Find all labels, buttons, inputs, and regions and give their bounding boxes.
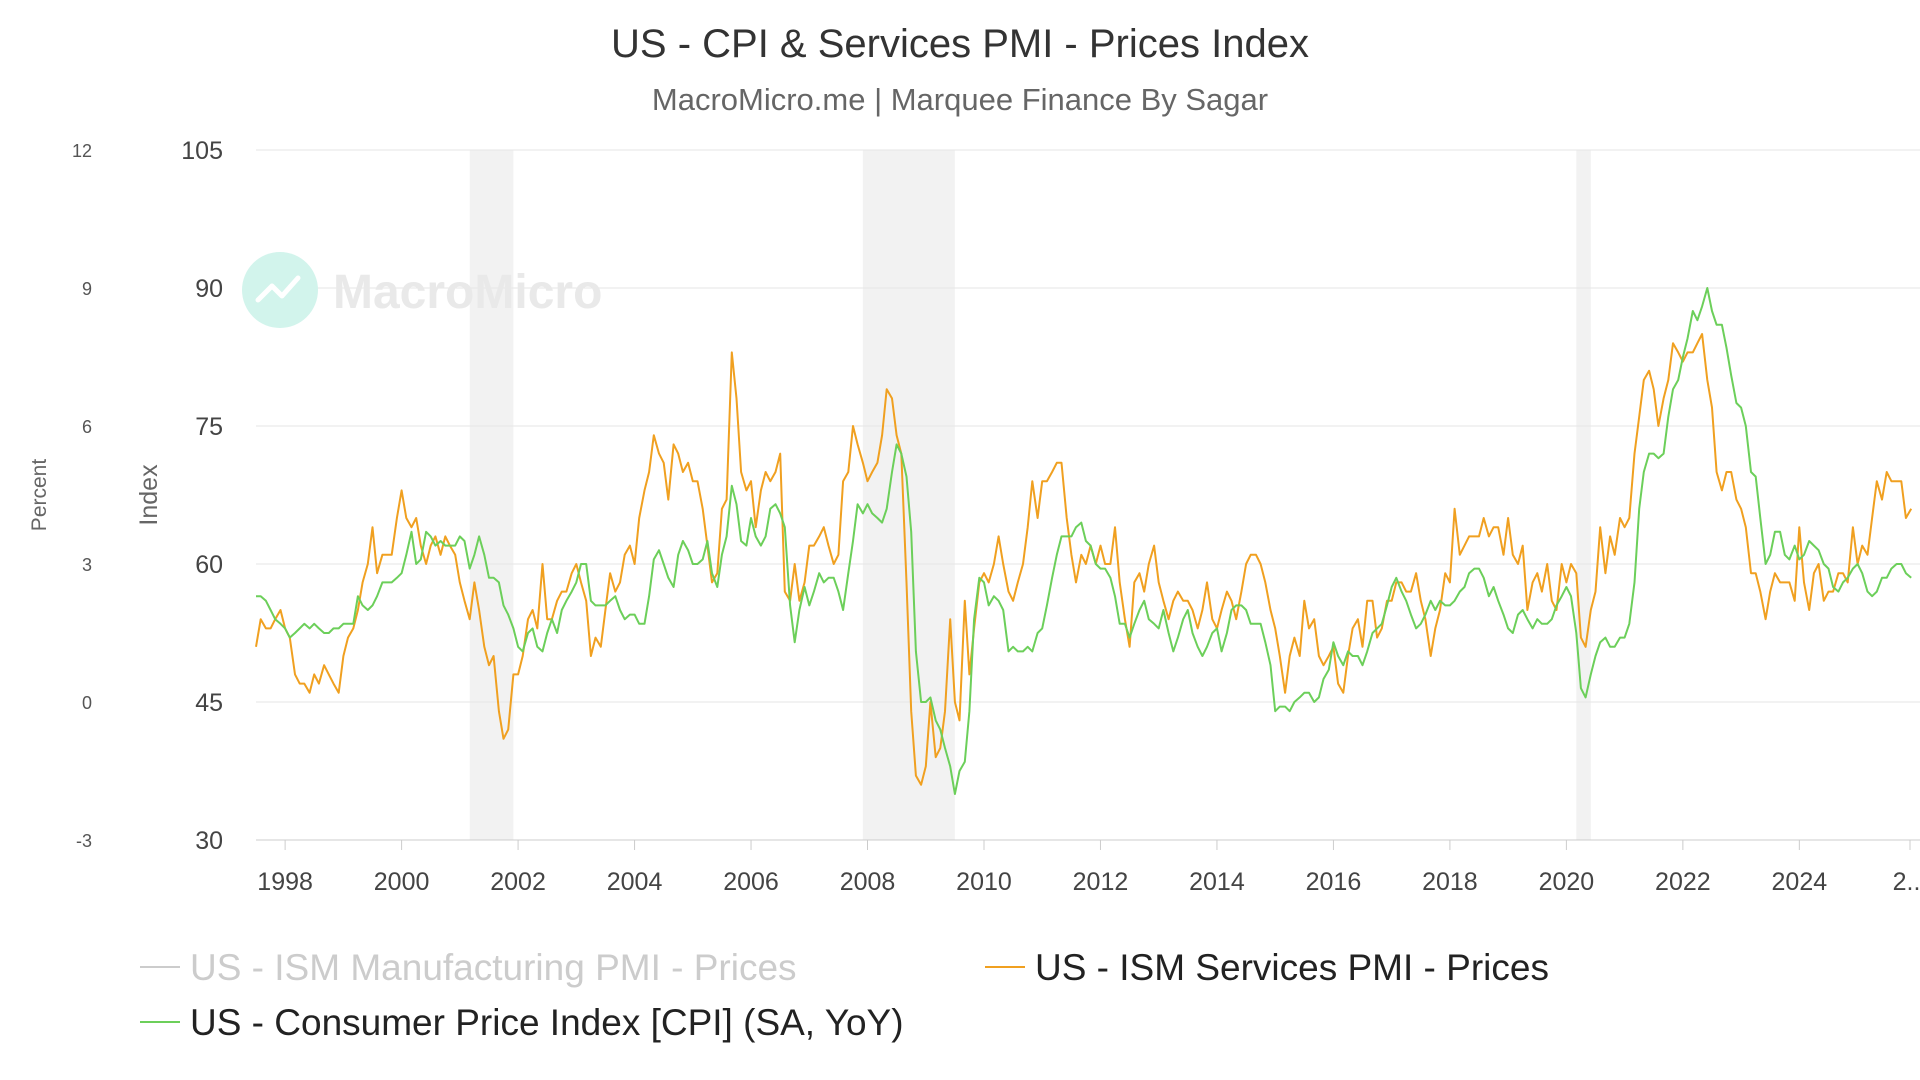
left-axis-title: Percent [28, 459, 51, 532]
left-axis-ticks: 12 9 6 3 0 -3 [72, 141, 92, 851]
watermark-logo-mark [255, 275, 301, 303]
recession-band-0 [469, 150, 514, 840]
watermark: MacroMicro [242, 252, 602, 328]
right-axis-ticks: 105 90 75 60 45 30 [181, 137, 223, 855]
right-axis-tick-label: 60 [195, 551, 223, 579]
x-axis-tick-label: 2020 [1539, 868, 1595, 896]
x-axis-tick-label: 2002 [490, 868, 546, 896]
services-prices-line [255, 333, 1913, 786]
legend-label-manufacturing: US - ISM Manufacturing PMI - Prices [190, 947, 797, 988]
recession-band-2 [1576, 150, 1591, 840]
left-axis-tick-label: 9 [82, 279, 92, 299]
x-axis-tick-label: 2012 [1073, 868, 1129, 896]
right-axis-tick-label: 105 [181, 137, 223, 165]
x-axis-tick-label: 2004 [607, 868, 663, 896]
left-axis-tick-label: 12 [72, 141, 92, 161]
x-axis-tick-label: 2... [1893, 868, 1920, 896]
x-axis-tick-label: 2022 [1655, 868, 1711, 896]
watermark-logo-icon [242, 252, 318, 328]
x-axis-tick-label: 1998 [257, 868, 313, 896]
right-axis-tick-label: 75 [195, 413, 223, 441]
chart-subtitle: MacroMicro.me | Marquee Finance By Sagar [652, 82, 1268, 117]
right-axis-tick-label: 90 [195, 275, 223, 303]
right-axis-tick-label: 30 [195, 827, 223, 855]
legend-label-services: US - ISM Services PMI - Prices [1035, 947, 1549, 988]
legend-item-manufacturing[interactable]: US - ISM Manufacturing PMI - Prices [140, 947, 797, 988]
right-axis-title: Index [135, 464, 163, 526]
legend: US - ISM Manufacturing PMI - Prices US -… [140, 947, 1549, 1043]
left-axis-tick-label: 0 [82, 693, 92, 713]
series-lines [255, 287, 1913, 795]
x-axis-tick-label: 2016 [1306, 868, 1362, 896]
x-axis-tick-label: 2014 [1189, 868, 1245, 896]
left-axis-tick-label: -3 [76, 831, 92, 851]
cpi-line [256, 287, 1912, 795]
x-axis-tick-label: 2010 [956, 868, 1012, 896]
x-axis: 1998 2000 2002 2004 2006 2008 2010 2012 2014 2016… [256, 839, 1920, 896]
grid-lines [256, 149, 1920, 703]
x-axis-tick-label: 2006 [723, 868, 779, 896]
chart-title: US - CPI & Services PMI - Prices Index [611, 22, 1309, 66]
left-axis-tick-label: 3 [82, 555, 92, 575]
x-axis-tick-label: 2008 [840, 868, 896, 896]
right-axis-tick-label: 45 [195, 689, 223, 717]
x-axis-tick-label: 2000 [374, 868, 430, 896]
legend-label-cpi: US - Consumer Price Index [CPI] (SA, YoY… [190, 1002, 904, 1043]
legend-item-services[interactable]: US - ISM Services PMI - Prices [985, 947, 1549, 988]
watermark-text: MacroMicro [333, 266, 602, 319]
x-axis-tick-label: 2018 [1422, 868, 1478, 896]
x-axis-tick-label: 2024 [1772, 868, 1828, 896]
left-axis-tick-label: 6 [82, 417, 92, 437]
legend-item-cpi[interactable]: US - Consumer Price Index [CPI] (SA, YoY… [140, 1002, 904, 1043]
